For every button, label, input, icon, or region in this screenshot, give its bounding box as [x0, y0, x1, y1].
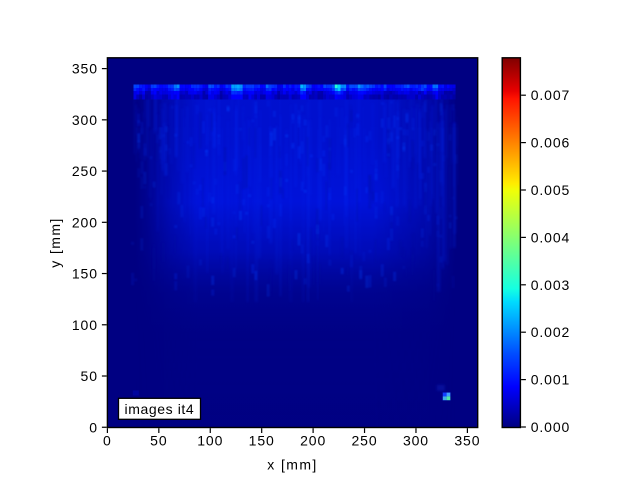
- svg-text:images it4: images it4: [125, 401, 195, 417]
- svg-text:0.004: 0.004: [531, 229, 571, 245]
- svg-text:200: 200: [72, 214, 98, 230]
- svg-text:200: 200: [300, 433, 326, 449]
- svg-text:0.003: 0.003: [531, 277, 571, 293]
- svg-text:0.001: 0.001: [531, 372, 571, 388]
- svg-text:0.007: 0.007: [531, 87, 571, 103]
- svg-text:0.006: 0.006: [531, 135, 571, 151]
- svg-text:150: 150: [249, 433, 275, 449]
- svg-text:350: 350: [72, 61, 98, 77]
- svg-text:300: 300: [403, 433, 429, 449]
- svg-text:x [mm]: x [mm]: [267, 456, 317, 472]
- svg-text:0.002: 0.002: [531, 324, 571, 340]
- svg-text:250: 250: [72, 163, 98, 179]
- svg-text:300: 300: [72, 112, 98, 128]
- svg-text:150: 150: [72, 266, 98, 282]
- svg-text:50: 50: [81, 368, 98, 384]
- svg-text:0.005: 0.005: [531, 182, 571, 198]
- svg-text:50: 50: [150, 433, 167, 449]
- svg-text:0: 0: [89, 419, 98, 435]
- svg-text:0.000: 0.000: [531, 419, 571, 435]
- svg-text:100: 100: [72, 317, 98, 333]
- svg-text:250: 250: [352, 433, 378, 449]
- svg-text:350: 350: [454, 433, 480, 449]
- svg-text:100: 100: [197, 433, 223, 449]
- svg-text:0: 0: [103, 433, 112, 449]
- svg-text:y [mm]: y [mm]: [47, 217, 63, 267]
